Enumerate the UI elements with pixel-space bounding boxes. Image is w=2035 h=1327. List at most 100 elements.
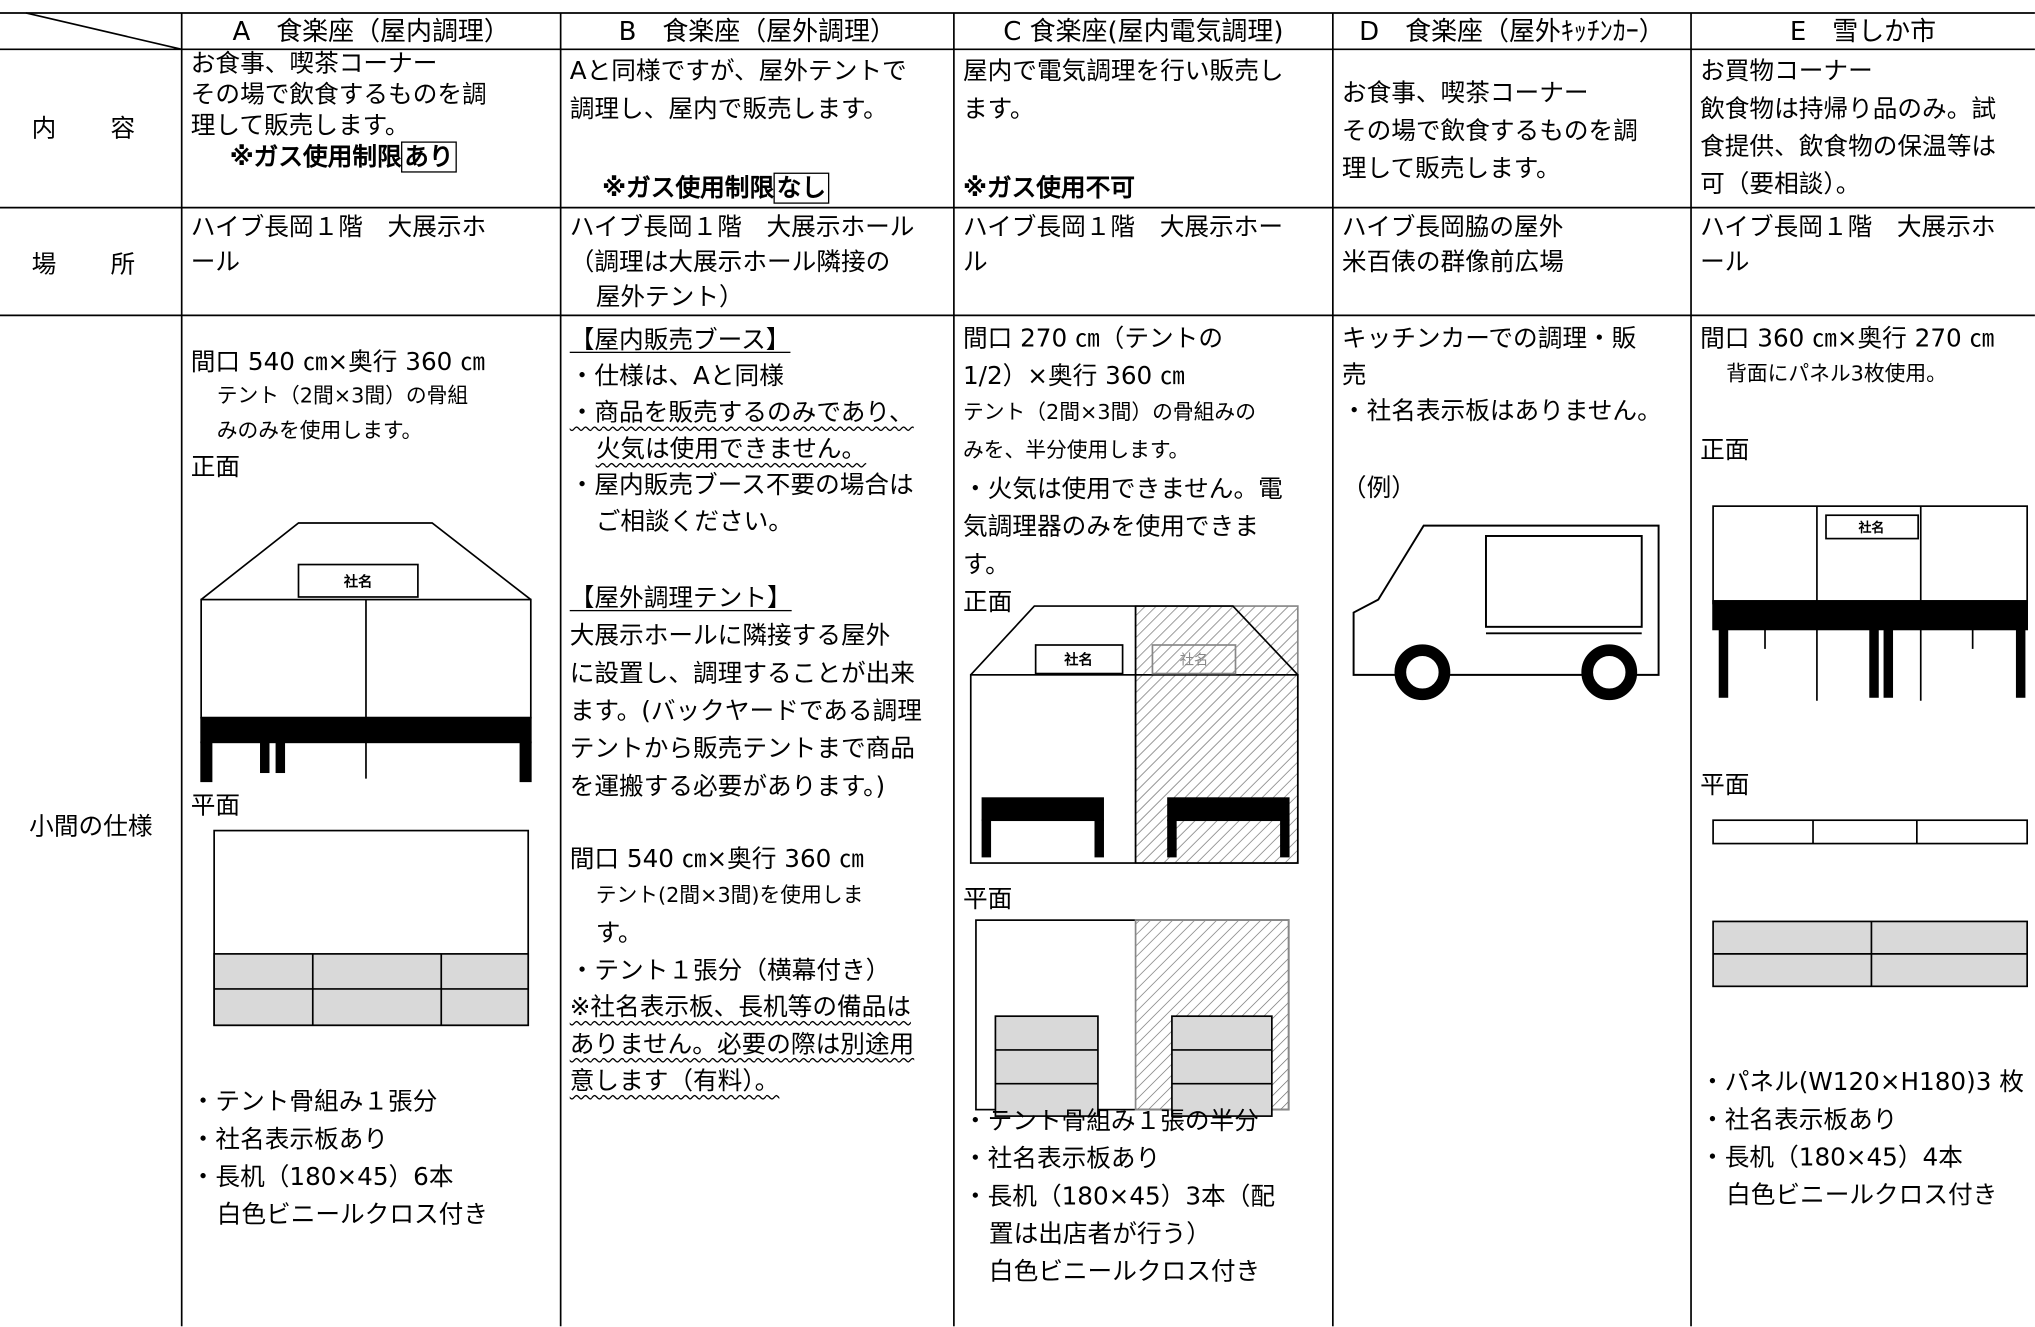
- cell-text: お買物コーナー: [1700, 57, 1873, 86]
- cell-text: テント（2間×3間）の骨組: [216, 382, 469, 408]
- cell-text: 調理し、屋内で販売します。: [569, 94, 888, 124]
- cell-text: お食事、喫茶コーナー: [1341, 79, 1589, 108]
- cell-text: 屋外テント）: [595, 282, 744, 312]
- cell-text: に設置し、調理することが出来: [569, 659, 915, 688]
- cell-text: ・仕様は、Aと同様: [569, 362, 784, 391]
- cell-text: 間口 360 ㎝×奥行 270 ㎝: [1700, 324, 1995, 354]
- sign-label: 社名: [1063, 650, 1093, 668]
- cell-text: キッチンカーでの調理・販: [1341, 324, 1637, 354]
- cell-text: （例）: [1341, 473, 1416, 503]
- cell-note: ※ガス使用不可: [962, 173, 1135, 203]
- cell-text: ・長机（180×45）3本（配: [962, 1182, 1276, 1211]
- cell-text: 白色ビニールクロス付き: [988, 1257, 1261, 1287]
- cell-text: ・屋内販売ブース不要の場合は: [569, 471, 914, 500]
- cell-text: 平面: [1700, 770, 1750, 800]
- cell-text: 白色ビニールクロス付き: [216, 1200, 488, 1230]
- note-text: ※ガス使用不可: [962, 173, 1135, 203]
- column-header: A 食楽座（屋内調理）: [232, 15, 510, 47]
- cell-text: （調理は大展示ホール隣接の: [569, 247, 891, 277]
- cell-text: ハイブ長岡１階 大展示ホ: [190, 212, 487, 242]
- cell-note: ※ガス使用制限 なし: [602, 172, 829, 204]
- figure-a: 社名: [200, 522, 532, 1027]
- note-mark: あり: [401, 141, 457, 173]
- cell-text: す。: [962, 550, 1010, 579]
- cell-text: ハイブ長岡１階 大展示ホー: [962, 212, 1284, 242]
- cell-text: ・社名表示板はありません。: [1341, 397, 1662, 426]
- cell-text: 間口 270 ㎝（テントの: [962, 324, 1223, 354]
- note-text: ※ガス使用制限: [602, 173, 775, 203]
- cell-text: 理して販売します。: [190, 111, 410, 141]
- row-label: 小間の仕様: [29, 812, 153, 841]
- cell-text: 正面: [1700, 436, 1750, 465]
- cell-text: 意します（有料）。: [569, 1066, 780, 1096]
- cell-text: ご相談ください。: [595, 507, 793, 536]
- note-mark: なし: [774, 172, 829, 204]
- cell-text: その場で飲食するものを調: [1341, 116, 1638, 146]
- cell-text: 大展示ホールに隣接する屋外: [569, 621, 891, 651]
- cell-text: 白色ビニールクロス付き: [1726, 1180, 1998, 1210]
- cell-text: 【屋内販売ブース】: [569, 325, 791, 355]
- column-header: D 食楽座（屋外ｷｯﾁﾝｶｰ）: [1359, 15, 1665, 47]
- cell-text: ます。(バックヤードである調理: [569, 696, 922, 726]
- cell-text: 間口 540 ㎝×奥行 360 ㎝: [190, 347, 485, 377]
- cell-text: テント（2間×3間）の骨組みの: [962, 399, 1256, 425]
- cell-text: ・テント１張分（横幕付き）: [569, 955, 891, 985]
- cell-text: ール: [190, 247, 241, 277]
- cell-text: 売: [1341, 360, 1367, 390]
- cell-text: みのみを使用します。: [216, 417, 423, 443]
- cell-text: 屋内で電気調理を行い販売し: [962, 57, 1284, 86]
- cell-text: ・長机（180×45）6本: [190, 1162, 454, 1192]
- grid: [0, 12, 2035, 1327]
- cell-text: 可（要相談）。: [1700, 170, 1861, 199]
- cell-text: みを、半分使用します。: [962, 437, 1190, 463]
- cell-text: ・パネル(W120×H180)3 枚: [1700, 1068, 2024, 1097]
- sign-label: 社名: [1857, 520, 1884, 536]
- cell-text: ・社名表示板あり: [1700, 1105, 1898, 1135]
- cell-text: 正面: [190, 452, 241, 482]
- cell-text: ます。: [962, 94, 1035, 124]
- note-text: ※ガス使用制限: [229, 142, 402, 172]
- cell-text: 正面: [962, 587, 1013, 617]
- row-label: 内 容: [31, 114, 151, 143]
- sign-label: 社名: [1180, 651, 1209, 668]
- cell-text: ル: [962, 247, 988, 277]
- cell-text: テントから販売テントまで商品: [569, 734, 915, 764]
- column-header: E 雪しか市: [1789, 15, 1937, 47]
- figure-c: 社名 社名: [969, 605, 1299, 1117]
- cell-text: 米百俵の群像前広場: [1341, 247, 1564, 277]
- cell-text: ありません。必要の際は別途用: [569, 1029, 915, 1059]
- cell-text: 間口 540 ㎝×奥行 360 ㎝: [569, 844, 864, 874]
- cell-text: を運搬する必要があります。): [569, 772, 886, 801]
- cell-text: ・社名表示板あり: [190, 1125, 389, 1154]
- sign-label: 社名: [343, 573, 373, 591]
- cell-text: ハイブ長岡１階 大展示ホ: [1700, 212, 1996, 242]
- cell-text: ・社名表示板あり: [962, 1144, 1161, 1174]
- cell-text: テント(2間×3間)を使用しま: [595, 881, 864, 907]
- cell-text: ・火気は使用できません。電: [962, 474, 1283, 504]
- cell-text: ール: [1700, 247, 1750, 277]
- cell-text: お食事、喫茶コーナー: [190, 49, 438, 78]
- cell-text: ※社名表示板、長机等の備品は: [569, 992, 911, 1022]
- cell-text: ・商品を販売するのみであり、: [569, 398, 914, 427]
- cell-text: ハイブ長岡脇の屋外: [1341, 212, 1564, 242]
- cell-text: その場で飲食するものを調: [190, 80, 487, 110]
- row-label: 場 所: [31, 250, 151, 280]
- cell-text: す。: [595, 918, 643, 948]
- cell-text: 置は出店者が行う）: [988, 1219, 1211, 1249]
- cell-text: 理して販売します。: [1341, 154, 1561, 183]
- cell-text: ・テント骨組み１張の半分: [962, 1107, 1259, 1136]
- column-header: C 食楽座(屋内電気調理): [1003, 15, 1284, 47]
- cell-text: 飲食物は持帰り品のみ。試: [1700, 94, 1997, 124]
- column-header: B 食楽座（屋外調理）: [618, 15, 896, 47]
- cell-text: 背面にパネル3枚使用。: [1726, 360, 1947, 386]
- cell-text: 食提供、飲食物の保温等は: [1700, 132, 1997, 161]
- cell-text: Aと同様ですが、屋外テントで: [569, 57, 907, 86]
- cell-text: 1/2）×奥行 360 ㎝: [962, 362, 1185, 391]
- cell-text: 【屋外調理テント】: [569, 584, 792, 613]
- cell-text: ・長机（180×45）4本: [1700, 1143, 1963, 1172]
- cell-text: 気調理器のみを使用できま: [962, 512, 1259, 542]
- cell-text: 平面: [962, 885, 1013, 914]
- cell-text: ・テント骨組み１張分: [190, 1087, 438, 1117]
